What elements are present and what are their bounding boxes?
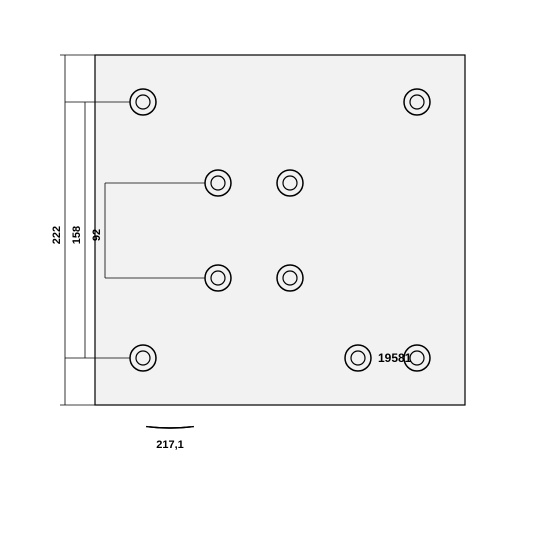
technical-drawing: 222 158 92 217,1 19581 bbox=[0, 0, 540, 540]
dimension-158: 158 bbox=[71, 102, 85, 358]
dim-label-outer: 222 bbox=[51, 226, 63, 244]
radius-callout: 217,1 bbox=[146, 427, 194, 451]
dim-label-inner: 92 bbox=[91, 229, 103, 241]
radius-label: 217,1 bbox=[156, 439, 184, 451]
dim-label-mid: 158 bbox=[71, 226, 83, 244]
part-number: 19581 bbox=[378, 351, 412, 365]
